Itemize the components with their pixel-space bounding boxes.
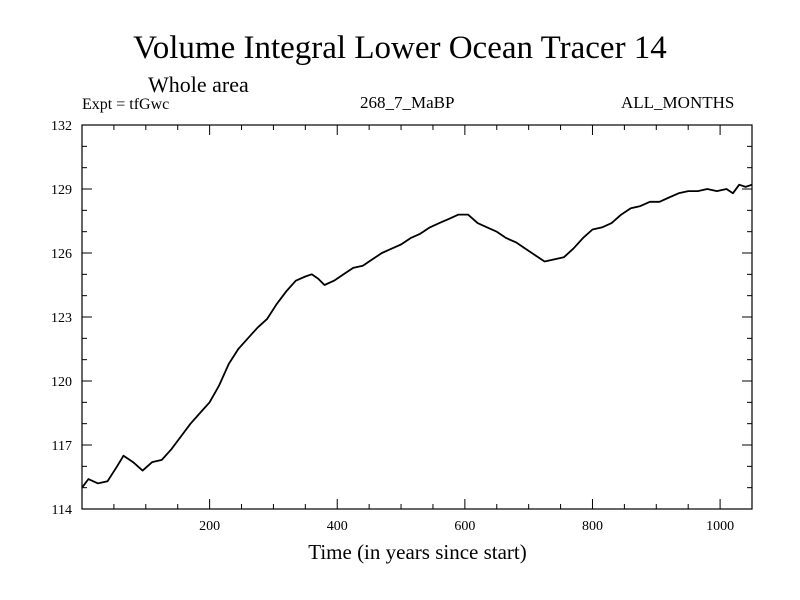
series-line-tfGwc	[81, 183, 753, 489]
y-tick-label: 120	[51, 375, 72, 390]
x-tick-label: 200	[199, 519, 220, 534]
y-tick-label: 129	[51, 183, 72, 198]
y-tick-label: 126	[51, 247, 72, 262]
x-tick-label: 800	[582, 519, 603, 534]
y-tick-label: 123	[51, 311, 72, 326]
chart-title: Volume Integral Lower Ocean Tracer 14	[133, 30, 667, 66]
y-tick-label: 114	[52, 503, 72, 518]
x-tick-label: 1000	[706, 519, 734, 534]
plot-frame	[81, 124, 753, 510]
y-tick-label: 132	[51, 119, 72, 134]
period-label: ALL_MONTHS	[621, 93, 735, 112]
x-tick-label: 400	[327, 519, 348, 534]
run-label: 268_7_MaBP	[360, 93, 455, 112]
experiment-label: Expt = tfGwc	[82, 96, 170, 113]
x-axis-label: Time (in years since start)	[308, 540, 527, 564]
x-tick-label: 600	[454, 519, 475, 534]
y-tick-label: 117	[52, 439, 72, 454]
chart-subtitle: Whole area	[148, 72, 249, 97]
